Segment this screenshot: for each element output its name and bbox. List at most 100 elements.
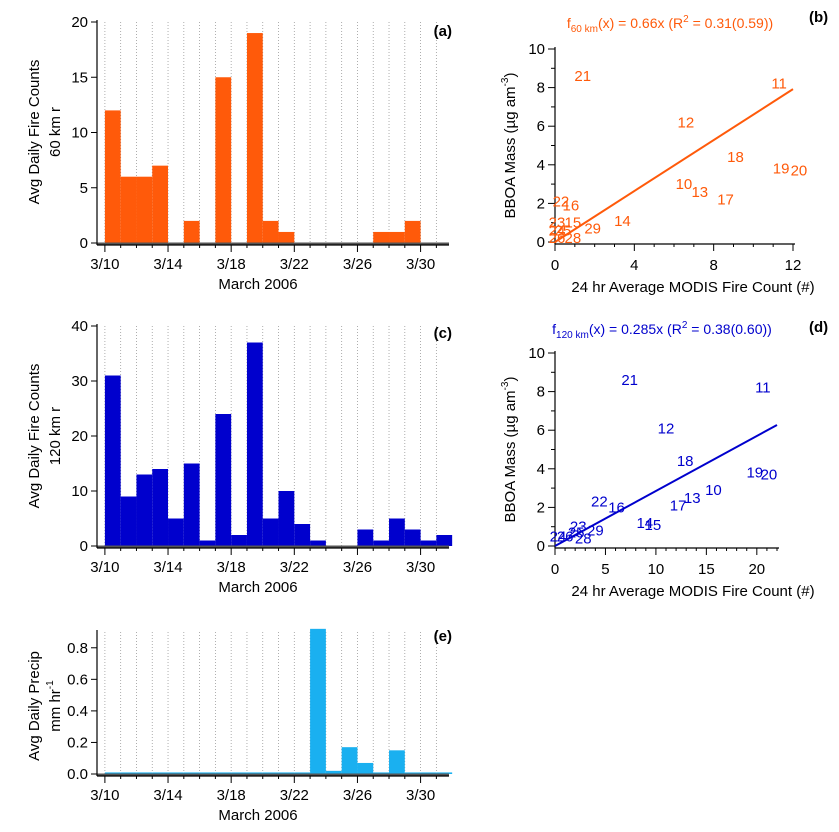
- y-axis-label: BBOA Mass (µg am-3): [500, 73, 519, 219]
- y-axis-label: Avg Daily Fire Counts 60 km r: [26, 60, 64, 205]
- bar-c-21: [278, 491, 295, 546]
- bar-e-17: [215, 772, 232, 774]
- fit-equation-b: f60 km(x) = 0.66x (R2 = 0.31(0.59)): [567, 14, 773, 35]
- fit-equation-part: 2: [683, 14, 689, 25]
- bar-e-22: [294, 772, 311, 774]
- point-label: 28: [565, 230, 582, 247]
- bar-c-15: [183, 463, 200, 546]
- bar-c-18: [231, 535, 247, 546]
- bar-a-20: [262, 220, 279, 243]
- y-tick-label: 20: [71, 428, 88, 445]
- y-tick-label: 8: [537, 80, 545, 97]
- x-axis-label: 24 hr Average MODIS Fire Count (#): [571, 583, 814, 600]
- fit-equation-part: (x) = 0.285x (R: [589, 321, 682, 337]
- fit-equation-d: f120 km(x) = 0.285x (R2 = 0.38(0.60)): [552, 320, 772, 341]
- y-tick-label: 10: [528, 345, 545, 362]
- y-tick-label: 40: [71, 318, 88, 335]
- y-tick-label: 2: [537, 195, 545, 212]
- bar-a-15: [183, 220, 200, 243]
- x-tick-label: 15: [698, 561, 715, 578]
- point-label: 11: [755, 380, 771, 397]
- point-label: 19: [773, 161, 790, 178]
- y-axis-label-line: 60 km r: [47, 107, 64, 157]
- y-tick-label: 4: [537, 157, 545, 174]
- y-tick-label: 0.6: [67, 671, 88, 688]
- y-tick-label: 0: [537, 538, 545, 555]
- y-axis-label-line: Avg Daily Fire Counts: [26, 60, 43, 205]
- panel-label-c: (c): [434, 325, 452, 342]
- bar-e-30: [420, 772, 437, 774]
- y-axis-label: Avg Daily Fire Counts 120 km r: [26, 364, 64, 509]
- point-label: 28: [575, 530, 592, 547]
- fit-equation-part: = 0.38(0.60)): [687, 321, 771, 337]
- fit-equation-part: 60 km: [571, 24, 598, 35]
- y-axis-label-text: BBOA Mass (µg am: [502, 86, 519, 218]
- y-tick-label: 0: [537, 234, 545, 251]
- x-tick-label: 20: [748, 561, 765, 578]
- point-label: 16: [563, 197, 580, 214]
- bar-e-18: [231, 772, 247, 774]
- bar-c-30: [420, 540, 437, 546]
- x-tick-label: 5: [601, 561, 609, 578]
- y-tick-label: 6: [537, 422, 545, 439]
- bar-c-13: [152, 469, 169, 546]
- point-label: 11: [771, 76, 787, 93]
- bar-c-31: [436, 535, 453, 546]
- y-axis-label-text: BBOA Mass (µg am: [502, 390, 519, 522]
- panel-label-d: (d): [809, 319, 828, 336]
- y-tick-label: 20: [71, 14, 88, 31]
- point-label: 12: [678, 114, 695, 131]
- bar-c-19: [246, 342, 263, 546]
- point-label: 25: [568, 524, 585, 541]
- bar-a-13: [152, 165, 169, 243]
- y-axis-label-line: 120 km r: [47, 407, 64, 465]
- point-label: 23: [549, 215, 566, 232]
- point-label: 23: [570, 519, 587, 536]
- x-tick-label: 3/14: [153, 787, 182, 804]
- bar-a-28: [389, 231, 405, 243]
- point-label: 29: [584, 220, 601, 237]
- bar-e-10: [104, 772, 121, 774]
- bar-e-21: [278, 772, 295, 774]
- y-tick-label: 0: [80, 235, 88, 252]
- point-label: 10: [705, 482, 722, 499]
- bar-c-16: [199, 540, 216, 546]
- bar-e-26: [357, 762, 374, 774]
- bar-e-24: [325, 770, 342, 774]
- x-axis-label: 24 hr Average MODIS Fire Count (#): [571, 279, 814, 296]
- x-axis-label: March 2006: [218, 807, 297, 824]
- point-label: 18: [677, 453, 694, 470]
- point-label: 22: [553, 193, 570, 210]
- bar-a-12: [136, 176, 153, 243]
- y-axis-label-line: Avg Daily Fire Counts: [26, 364, 43, 509]
- x-tick-label: 3/18: [217, 787, 246, 804]
- bar-c-17: [215, 414, 232, 546]
- bar-e-16: [199, 772, 216, 774]
- y-tick-label: 2: [537, 499, 545, 516]
- x-tick-label: 3/14: [153, 256, 182, 273]
- bar-a-19: [246, 33, 263, 243]
- y-axis-label: BBOA Mass (µg am-3): [500, 377, 519, 523]
- fit-equation-part: = 0.31(0.59)): [689, 15, 773, 31]
- y-tick-label: 30: [71, 373, 88, 390]
- bar-c-11: [120, 496, 137, 546]
- bar-c-27: [373, 540, 390, 546]
- bar-a-29: [404, 220, 421, 243]
- bar-c-28: [389, 518, 405, 546]
- point-label: 26: [557, 528, 574, 545]
- bar-chart-a: 0 5 10 15 20 3/10 3/14 3/18 3/22 3/26 3/30 March 20…: [26, 14, 452, 293]
- point-label: 17: [717, 192, 734, 209]
- point-label: 24: [549, 222, 566, 239]
- bar-c-14: [168, 518, 184, 546]
- x-tick-label: 3/26: [343, 787, 372, 804]
- bar-e-15: [183, 772, 200, 774]
- bar-e-14: [168, 772, 184, 774]
- point-label: 24: [550, 528, 567, 545]
- point-label: 17: [670, 497, 687, 514]
- point-label: 13: [684, 490, 701, 507]
- y-axis-label-sup: -1: [45, 680, 56, 689]
- y-axis-label-line: mm hr-1: [45, 680, 64, 732]
- bar-e-13: [152, 772, 169, 774]
